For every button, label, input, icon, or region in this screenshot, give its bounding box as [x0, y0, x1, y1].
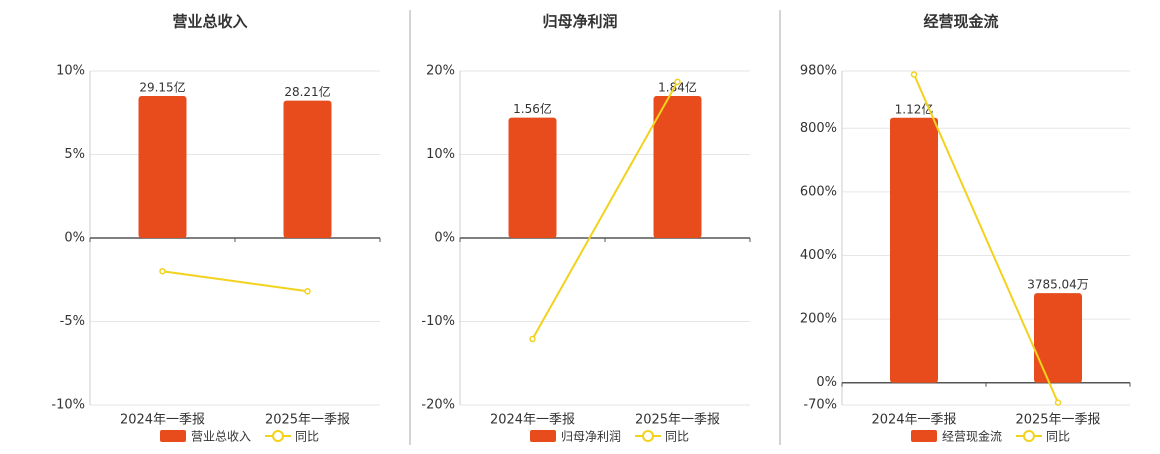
chart-title: 营业总收入 — [172, 13, 247, 31]
x-tick-label: 2025年一季报 — [635, 413, 720, 428]
bar-label: 1.12亿 — [895, 101, 934, 116]
chart-title: 归母净利润 — [542, 13, 617, 31]
y-tick-label: -20% — [421, 398, 455, 413]
chart-title: 经营现金流 — [923, 13, 998, 31]
y-tick-label: -5% — [60, 314, 85, 329]
y-tick-label: 5% — [64, 147, 85, 162]
bar-label: 1.84亿 — [658, 80, 697, 95]
y-tick-label: -70% — [803, 398, 837, 413]
bar — [508, 117, 557, 238]
x-tick-label: 2024年一季报 — [490, 413, 575, 428]
legend-label: 归母净利润 — [561, 430, 621, 444]
line-point — [159, 267, 166, 275]
y-tick-label: 600% — [800, 184, 837, 199]
legend-point — [642, 430, 654, 442]
y-tick-label: 0% — [816, 375, 837, 390]
y-tick-label: 200% — [800, 312, 837, 327]
y-tick-label: 0% — [64, 231, 85, 246]
bar — [653, 96, 702, 238]
y-tick-label: -10% — [51, 398, 85, 413]
y-tick-label: 20% — [426, 64, 455, 79]
legend-label: 同比 — [665, 430, 689, 444]
line-point — [1054, 399, 1062, 406]
line-point — [910, 71, 918, 78]
y-tick-label: -10% — [421, 314, 455, 329]
x-tick-label: 2025年一季报 — [1015, 413, 1100, 428]
bar-label: 28.21亿 — [284, 84, 330, 99]
bar — [283, 100, 332, 238]
legend-swatch — [911, 430, 937, 442]
y-tick-label: 400% — [800, 248, 837, 263]
bar-label: 1.56亿 — [513, 101, 552, 116]
x-tick-label: 2024年一季报 — [871, 413, 956, 428]
y-tick-label: 0% — [434, 231, 455, 246]
legend-point — [272, 430, 284, 442]
x-tick-label: 2025年一季报 — [265, 413, 350, 428]
legend-label: 同比 — [1046, 430, 1070, 444]
y-tick-label: 10% — [426, 147, 455, 162]
line — [531, 81, 679, 340]
legend-label: 经营现金流 — [942, 429, 1002, 444]
legend-point — [1023, 430, 1035, 442]
y-tick-label: 10% — [56, 64, 85, 79]
line — [162, 270, 308, 293]
bar — [1034, 293, 1082, 383]
y-tick-label: 800% — [800, 121, 837, 136]
line-point — [674, 78, 681, 86]
legend-swatch — [160, 430, 186, 442]
x-tick-label: 2024年一季报 — [120, 413, 205, 428]
y-tick-label: 980% — [800, 64, 837, 79]
bar-label: 29.15亿 — [139, 80, 185, 95]
legend-label: 同比 — [295, 430, 319, 444]
line — [913, 74, 1059, 404]
bar — [890, 117, 938, 383]
bar-label: 3785.04万 — [1027, 278, 1089, 292]
legend-label: 营业总收入 — [191, 430, 251, 444]
line-point — [304, 288, 311, 295]
line-point — [529, 335, 536, 343]
bar — [138, 96, 187, 238]
legend-swatch — [530, 430, 556, 442]
